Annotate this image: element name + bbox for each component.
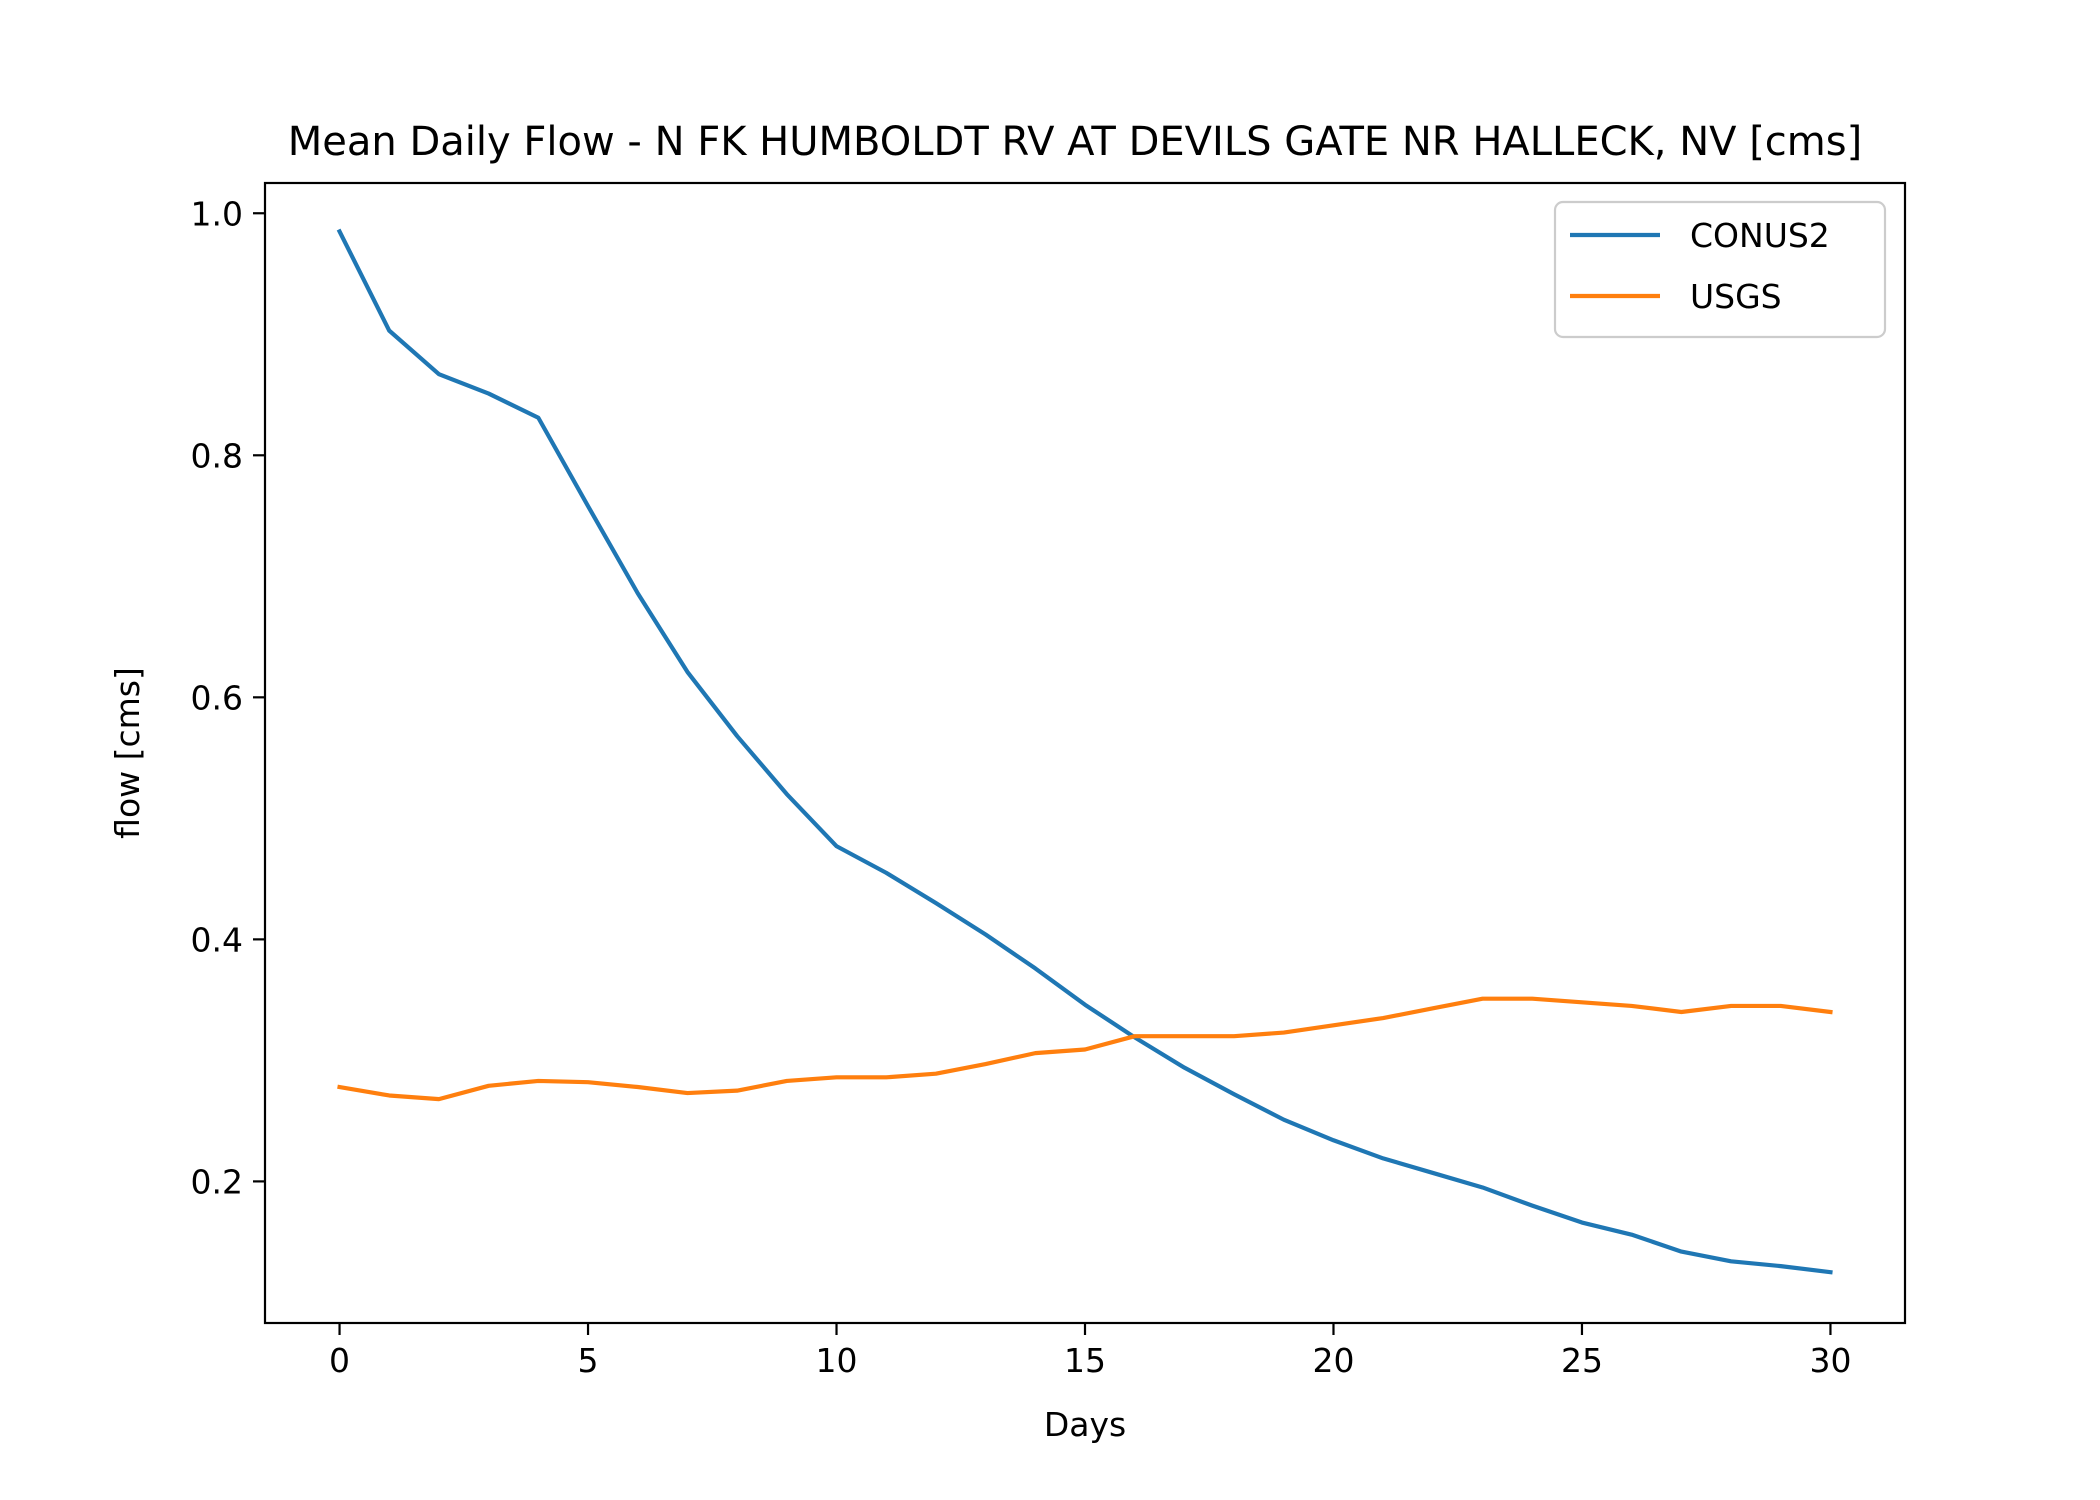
x-tick-label: 15 xyxy=(1064,1341,1106,1380)
x-tick-label: 0 xyxy=(329,1341,350,1380)
y-tick-label: 0.6 xyxy=(191,678,243,717)
y-tick-label: 0.8 xyxy=(191,436,243,475)
y-tick-label: 0.2 xyxy=(191,1162,243,1201)
series-line-conus2 xyxy=(336,228,1833,1275)
series-line-usgs xyxy=(337,996,1833,1102)
x-tick-label: 30 xyxy=(1809,1341,1851,1380)
legend-items: CONUS2 USGS xyxy=(1570,216,1830,316)
legend-label-usgs: USGS xyxy=(1690,277,1782,316)
legend: CONUS2 USGS xyxy=(1553,200,1887,339)
y-tick-label: 1.0 xyxy=(191,194,243,233)
x-tick-label: 20 xyxy=(1312,1341,1354,1380)
chart-title: Mean Daily Flow - N FK HUMBOLDT RV AT DE… xyxy=(288,119,1862,165)
legend-label-conus2: CONUS2 xyxy=(1690,216,1830,255)
series-layer xyxy=(336,228,1833,1275)
y-axis-label: flow [cms] xyxy=(108,667,147,839)
y-tick-label: 0.4 xyxy=(191,920,243,959)
x-axis: 0 5 10 15 20 25 30 xyxy=(329,1323,1851,1380)
x-axis-label: Days xyxy=(1044,1405,1126,1444)
x-tick-label: 5 xyxy=(578,1341,599,1380)
y-axis: 0.2 0.4 0.6 0.8 1.0 xyxy=(191,194,265,1201)
x-tick-label: 25 xyxy=(1561,1341,1603,1380)
x-tick-label: 10 xyxy=(816,1341,858,1380)
